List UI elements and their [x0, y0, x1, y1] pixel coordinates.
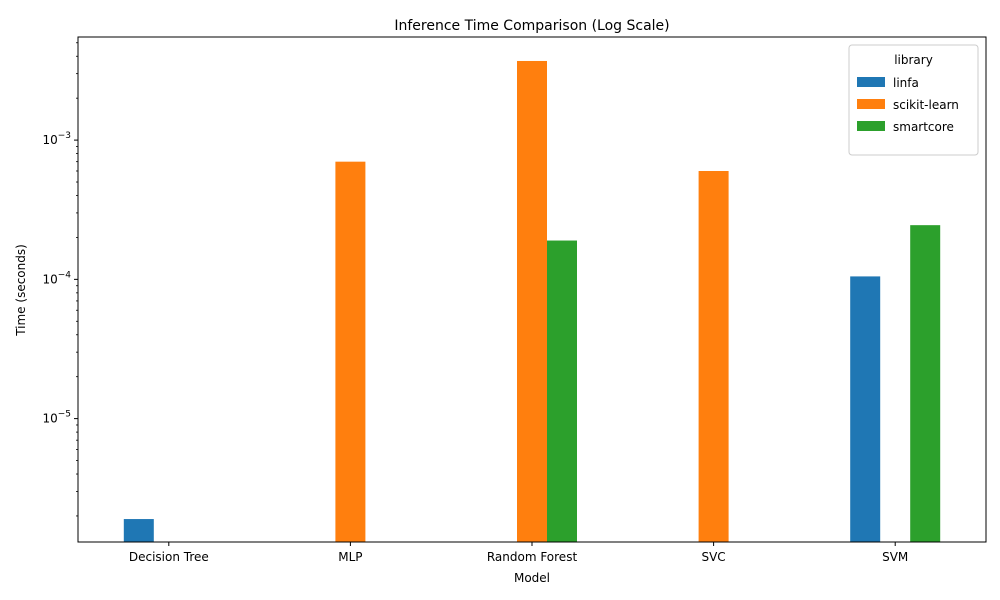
bar-scikit-learn-svc	[698, 170, 729, 543]
y-tick-label: 10−5	[42, 410, 71, 426]
bars-layer	[123, 60, 941, 543]
bar-linfa-decision-tree	[123, 519, 154, 542]
bar-scikit-learn-mlp	[335, 161, 366, 542]
legend-swatch-linfa	[857, 77, 885, 87]
x-tick-label: SVM	[882, 550, 908, 564]
bar-smartcore-random-forest	[547, 240, 577, 542]
x-tick-label: Random Forest	[487, 550, 578, 564]
legend-swatch-smartcore	[857, 121, 885, 131]
x-tick-label: SVC	[701, 550, 725, 564]
bar-smartcore-svm	[910, 225, 941, 542]
legend-label-smartcore: smartcore	[893, 120, 954, 134]
legend-title: library	[894, 53, 933, 67]
bar-scikit-learn-random-forest	[517, 60, 547, 542]
x-axis-title: Model	[514, 571, 550, 585]
legend-swatch-scikit-learn	[857, 99, 885, 109]
legend: library linfa scikit-learn smartcore	[848, 44, 979, 156]
chart-title: Inference Time Comparison (Log Scale)	[394, 18, 669, 34]
bar-linfa-svm	[850, 276, 881, 542]
x-tick-label: MLP	[338, 550, 362, 564]
y-axis-title: Time (seconds)	[14, 244, 28, 337]
ticks-layer: Decision Tree MLP Random Forest SVC SVM 10−5 1…	[42, 42, 908, 564]
x-tick-label: Decision Tree	[129, 550, 209, 564]
legend-label-scikit-learn: scikit-learn	[893, 98, 959, 112]
plot-frame	[77, 36, 987, 543]
legend-label-linfa: linfa	[893, 76, 919, 90]
y-tick-label: 10−3	[42, 131, 71, 147]
y-tick-label: 10−4	[42, 270, 71, 286]
